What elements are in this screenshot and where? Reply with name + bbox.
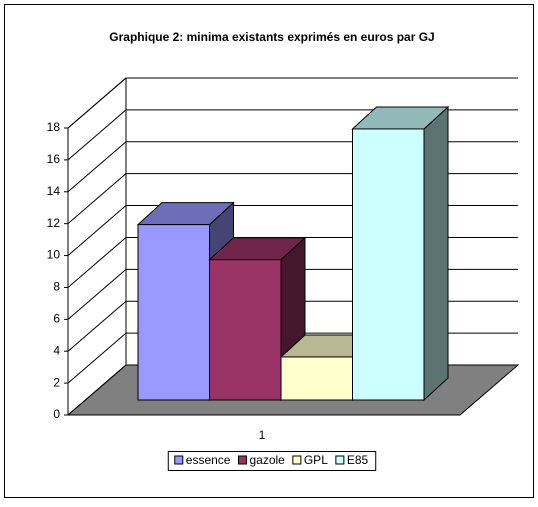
y-tick-label: 4	[53, 343, 60, 357]
bar	[137, 224, 210, 401]
chart-title: Graphique 2: minima existants exprimés e…	[109, 30, 434, 44]
y-tick-label: 18	[47, 120, 61, 134]
y-tick-label: 14	[47, 184, 61, 198]
y-tick-label: 12	[47, 216, 61, 230]
legend: essence gazole GPL E85	[167, 451, 377, 471]
legend-label: essence	[186, 453, 231, 467]
bar-side	[423, 105, 449, 402]
legend-swatch	[237, 455, 247, 465]
legend-swatch	[292, 455, 302, 465]
bar	[280, 356, 353, 401]
y-tick-label: 10	[47, 248, 61, 262]
legend-label: GPL	[304, 453, 328, 467]
y-tick-label: 0	[53, 407, 60, 421]
legend-swatch	[335, 455, 345, 465]
y-tick-label: 16	[47, 152, 61, 166]
y-tick-label: 2	[53, 375, 60, 389]
y-tick-label: 8	[53, 280, 60, 294]
grid-line	[67, 77, 518, 129]
x-tick-label: 1	[259, 428, 266, 442]
bar	[352, 128, 425, 401]
legend-label: gazole	[249, 453, 285, 467]
legend-swatch	[174, 455, 184, 465]
legend-box	[167, 451, 377, 471]
y-tick-label: 6	[53, 312, 60, 326]
legend-label: E85	[347, 453, 369, 467]
bar	[209, 259, 282, 401]
